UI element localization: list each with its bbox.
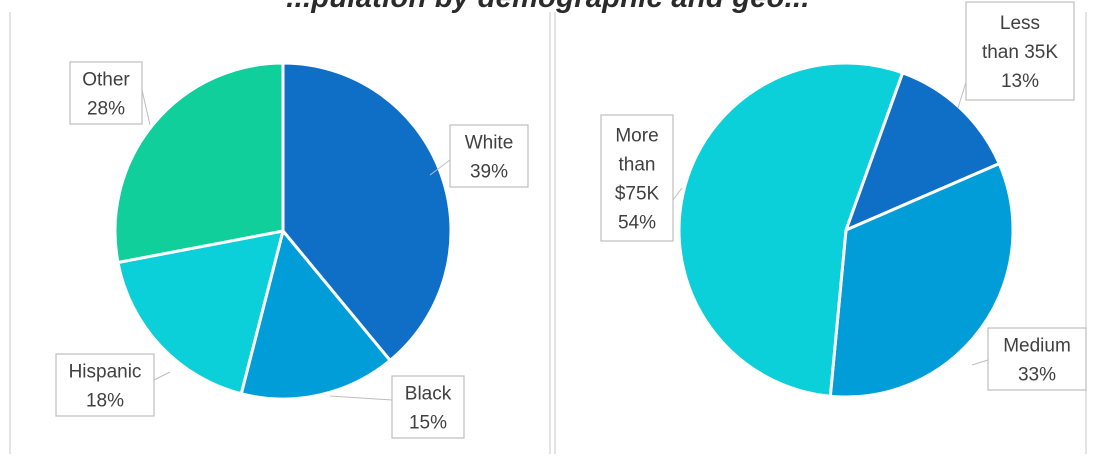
pie-slice-more-than-75k <box>677 61 905 398</box>
pie-chart-1: White 39% Black 15% Hispanic 18% Other 28% <box>55 61 529 439</box>
chart-title: ...pulation by demographic and geo... <box>0 0 1096 14</box>
data-label-box-less-than-35k <box>965 1 1075 101</box>
pie-slice-white <box>281 61 453 362</box>
data-label-other: Other 28% <box>82 70 130 120</box>
data-label-box-other <box>69 61 143 125</box>
data-label-box-black <box>391 375 465 439</box>
data-label-box-hispanic <box>55 353 155 417</box>
pie-slice-hispanic <box>116 229 285 396</box>
leader-line-less-than-35k <box>957 81 967 109</box>
leader-line-more-than-75k <box>672 187 683 201</box>
leader-line-medium <box>971 359 989 366</box>
data-label-black: Black 15% <box>405 384 452 434</box>
data-label-less-than-35k: Less than 35K 13% <box>982 13 1058 92</box>
data-label-box-more-than-75k <box>600 114 674 242</box>
data-label-medium: Medium 33% <box>1003 336 1071 386</box>
pie-slice-other <box>113 61 285 264</box>
leader-line-white <box>429 159 451 176</box>
data-label-box-medium <box>987 327 1087 391</box>
pie-slice-black <box>239 229 392 401</box>
data-label-box-white <box>449 124 529 188</box>
leader-line-hispanic <box>153 371 171 381</box>
pie-slice-medium <box>828 162 1015 399</box>
pie-chart-2: Less than 35K 13% Medium 33% More than $75K 54% <box>600 1 1087 399</box>
leader-line-black <box>329 395 393 401</box>
data-label-more-than-75k: More than $75K 54% <box>615 126 660 234</box>
data-label-white: White 39% <box>465 133 514 183</box>
leader-line-other <box>141 89 151 126</box>
data-label-hispanic: Hispanic 18% <box>69 362 142 412</box>
pie-slice-less-than-35k <box>844 71 1001 232</box>
